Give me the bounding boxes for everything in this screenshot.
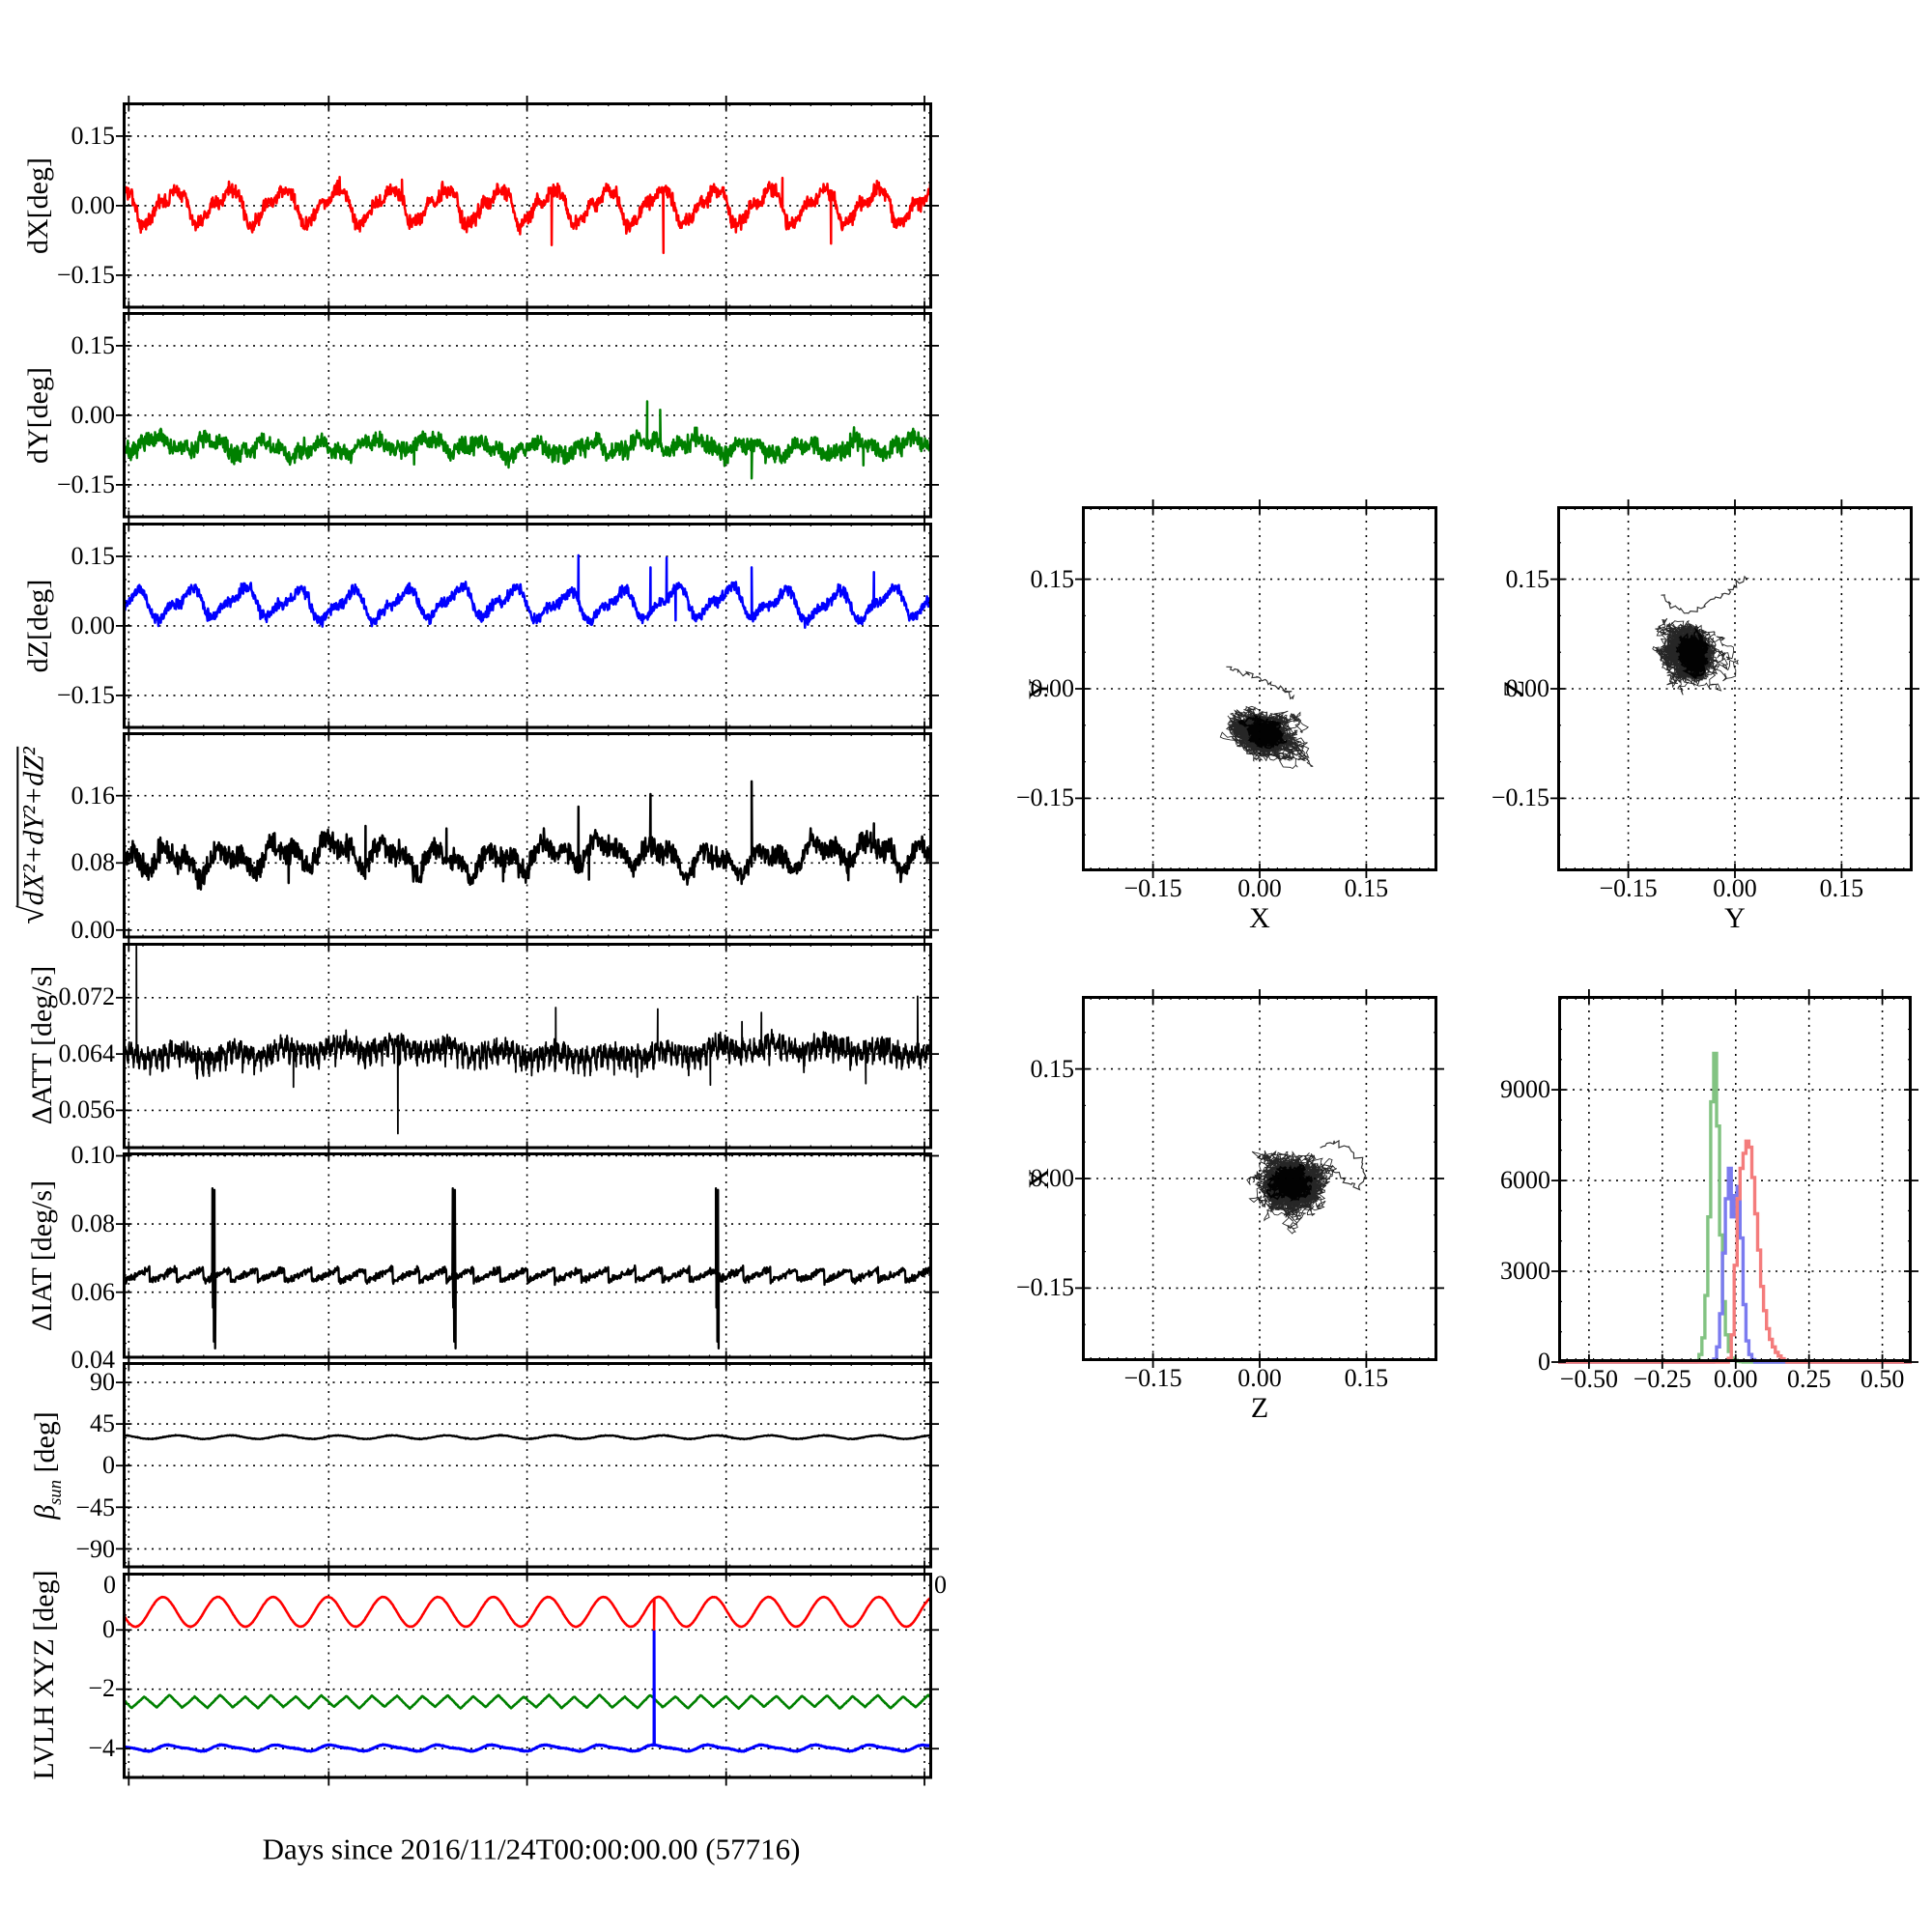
ytick-beta-sun: 0 [102,1451,115,1480]
ytick-z-vs-y: 0.15 [1505,564,1550,593]
ytick-histogram: 3000 [1500,1257,1550,1286]
ytick-dz: 0.00 [71,611,116,639]
ytick-beta-sun: −45 [75,1492,115,1521]
xlabel-x-vs-z: Z [1250,1392,1269,1424]
ylabel-datt: ΔATT [deg/s] [26,965,58,1125]
ytick-diat: 0.08 [71,1208,116,1237]
ylabel-dx: dX[deg] [22,156,54,254]
ytick-beta-sun: −90 [75,1534,115,1563]
ytick-dnorm: 0.08 [71,848,116,877]
ytick-dz: −0.15 [56,680,115,709]
ytick-lvlh: −2 [88,1674,115,1703]
corner-zero-label: 0 [103,1571,116,1599]
ytick-histogram: 0 [1538,1348,1550,1376]
ylabel-beta-sun: βsun [deg] [29,1411,67,1520]
plot-panel-dy [116,305,939,526]
ytick-dy: −0.15 [56,470,115,499]
plot-panel-dnorm [116,725,939,946]
ytick-diat: 0.10 [71,1141,116,1170]
xtick-z-vs-y: 0.00 [1713,874,1757,902]
scatter-panel-y-vs-x [1075,499,1444,878]
ylabel-dy: dY[deg] [22,367,54,465]
ytick-x-vs-z: 0.15 [1030,1054,1075,1083]
xtick-z-vs-y: 0.15 [1819,874,1864,902]
plot-panel-diat [116,1145,939,1366]
plot-panel-dz [116,515,939,736]
ytick-y-vs-x: 0.15 [1030,564,1075,593]
ytick-dnorm: 0.16 [71,781,116,810]
ytick-dx: 0.00 [71,190,116,219]
ytick-y-vs-x: 0.00 [1030,674,1075,702]
ylabel-dz: dZ[deg] [22,579,54,672]
ytick-beta-sun: 45 [90,1409,115,1438]
ytick-lvlh: −4 [88,1733,115,1762]
ytick-x-vs-z: 0.00 [1030,1164,1075,1192]
xlabel-z-vs-y: Y [1724,902,1746,934]
ytick-dx: −0.15 [56,260,115,289]
ytick-x-vs-z: −0.15 [1015,1273,1074,1302]
scatter-panel-x-vs-z [1075,989,1444,1368]
ylabel-y-vs-x: Y [1023,678,1055,699]
xtick-y-vs-x: 0.00 [1237,874,1282,902]
xtick-histogram: −0.25 [1633,1365,1691,1393]
scatter-panel-z-vs-y [1550,499,1919,878]
ytick-datt: 0.056 [58,1094,116,1123]
ytick-histogram: 6000 [1500,1166,1550,1195]
ytick-z-vs-y: 0.00 [1505,674,1550,702]
ytick-diat: 0.04 [71,1346,116,1375]
corner-zero-label: 0 [934,1571,947,1599]
ytick-datt: 0.064 [58,1038,116,1067]
ylabel-z-vs-y: Z [1498,679,1530,698]
ytick-y-vs-x: −0.15 [1015,783,1074,812]
xlabel-y-vs-x: X [1249,902,1270,934]
ytick-lvlh: 0 [102,1614,115,1643]
xtick-x-vs-z: 0.00 [1237,1364,1282,1392]
plot-panel-dx [116,96,939,316]
ytick-dnorm: 0.00 [71,915,116,944]
ytick-diat: 0.06 [71,1277,116,1306]
plot-panel-lvlh [116,1565,939,1786]
xtick-y-vs-x: 0.15 [1344,874,1389,902]
ytick-dy: 0.15 [71,331,116,360]
xtick-x-vs-z: −0.15 [1123,1364,1182,1392]
ylabel-x-vs-z: X [1023,1168,1055,1189]
xtick-histogram: 0.25 [1786,1365,1832,1393]
ytick-beta-sun: 90 [90,1368,115,1397]
ytick-dz: 0.15 [71,541,116,570]
xtick-histogram: 0.00 [1714,1365,1758,1393]
ylabel-lvlh: LVLH XYZ [deg] [28,1570,60,1780]
plot-panel-datt [116,935,939,1155]
ytick-datt: 0.072 [58,982,116,1011]
ytick-histogram: 9000 [1500,1075,1550,1104]
xtick-y-vs-x: −0.15 [1123,874,1182,902]
ytick-dy: 0.00 [71,401,116,430]
xtick-histogram: −0.50 [1559,1365,1618,1393]
plot-panel-beta-sun [116,1355,939,1576]
ytick-z-vs-y: −0.15 [1491,783,1549,812]
histogram-panel [1551,989,1918,1369]
ylabel-diat: ΔIAT [deg/s] [26,1179,58,1331]
x-axis-label: Days since 2016/11/24T00:00:00.00 (57716… [262,1832,801,1866]
ytick-dx: 0.15 [71,121,116,150]
ylabel-dnorm: √dX²+dY²+dZ² [12,747,51,924]
xtick-x-vs-z: 0.15 [1344,1364,1389,1392]
xtick-z-vs-y: −0.15 [1599,874,1658,902]
xtick-histogram: 0.50 [1860,1365,1905,1393]
